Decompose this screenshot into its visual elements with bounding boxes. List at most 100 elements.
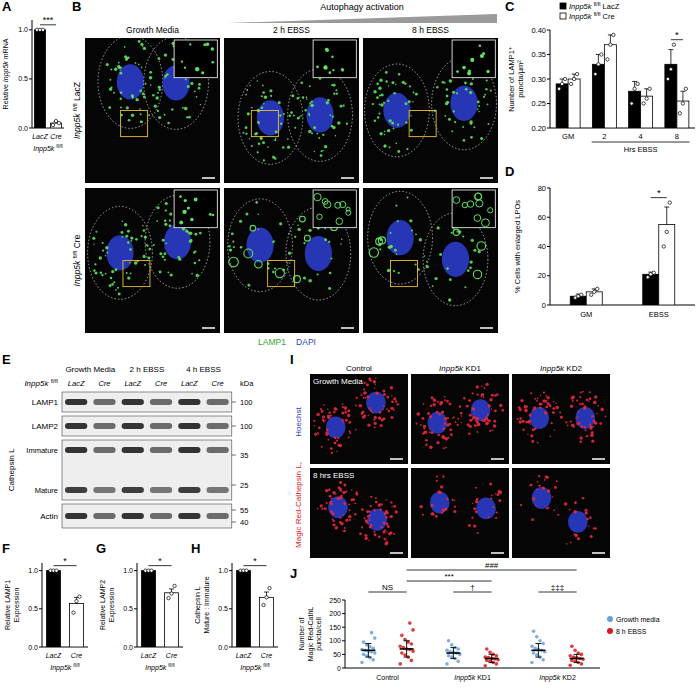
- tick: [547, 217, 550, 218]
- punctum: [93, 243, 94, 244]
- punctum: [543, 391, 545, 393]
- punctum: [442, 436, 445, 439]
- category-label: Cre: [166, 652, 177, 659]
- punctum: [126, 272, 128, 274]
- data-point: [560, 82, 563, 85]
- text-run: *: [675, 29, 679, 40]
- punctum: [443, 447, 445, 449]
- punctum: [361, 526, 363, 528]
- punctum: [233, 246, 235, 248]
- marks: [237, 569, 274, 647]
- punctum: [342, 420, 344, 422]
- punctum: [106, 63, 109, 66]
- punctum: [593, 527, 595, 529]
- data-point: [652, 271, 655, 274]
- punctum: [436, 411, 439, 414]
- panel-e: Growth Media2 h EBSS4 h EBSSInpp5k fl/fl…: [7, 365, 254, 528]
- punctum: [245, 133, 247, 135]
- text-run: fl/fl: [51, 378, 58, 384]
- punctum: [378, 112, 380, 114]
- column-title: 2 h EBSS: [130, 365, 165, 374]
- punctum: [303, 242, 305, 244]
- punctum: [193, 251, 195, 253]
- punctum: [391, 395, 393, 397]
- punctum: [140, 113, 142, 115]
- punctum: [496, 511, 498, 513]
- punctum: [198, 83, 201, 86]
- tick-label: 1.0: [18, 26, 28, 33]
- punctum: [537, 398, 539, 400]
- image-bg: [85, 38, 220, 183]
- text-run: LacZ: [601, 2, 620, 11]
- text-run: KD2: [564, 364, 582, 373]
- punctum: [150, 84, 152, 86]
- lane-label: Cre: [155, 379, 167, 388]
- punctum: [393, 409, 395, 411]
- punctum: [444, 422, 447, 425]
- punctum: [275, 137, 276, 138]
- punctum: [451, 232, 453, 234]
- annotation: *: [657, 187, 661, 198]
- punctum: [488, 404, 490, 406]
- punctum: [410, 129, 413, 132]
- text-run: mRNA: [2, 38, 9, 61]
- text-run: 0.0: [28, 644, 38, 651]
- punctum: [484, 94, 486, 96]
- nucleus: [442, 242, 469, 277]
- blot-frame: [62, 392, 232, 412]
- punctum: [300, 115, 302, 117]
- punctum: [553, 509, 555, 511]
- data-point: [245, 569, 248, 572]
- punctum: [470, 122, 473, 125]
- punctum: [405, 121, 407, 123]
- data-point: [360, 661, 364, 665]
- punctum: [540, 403, 543, 406]
- nucleus: [106, 235, 133, 270]
- punctum: [589, 391, 591, 393]
- lane-label: LacZ: [68, 379, 85, 388]
- punctum: [308, 279, 312, 283]
- y-axis: [42, 563, 43, 647]
- image-content: [520, 475, 605, 553]
- punctum: [379, 504, 380, 505]
- punctum: [370, 505, 372, 507]
- punctum: [564, 502, 568, 506]
- image-content: [98, 38, 217, 178]
- punctum: [424, 255, 426, 257]
- text-run: LAMP1: [32, 398, 59, 407]
- image-bg: [411, 468, 509, 558]
- punctum: [531, 518, 534, 521]
- sd-cap: [365, 643, 371, 644]
- punctum: [560, 416, 563, 419]
- punctum: [190, 82, 193, 85]
- punctum: [520, 399, 523, 402]
- punctum: [258, 142, 261, 145]
- punctum: [444, 396, 446, 398]
- punctum: [135, 62, 137, 64]
- micrograph: [363, 188, 498, 333]
- punctum: [429, 431, 431, 433]
- punctum: [343, 502, 345, 504]
- punctum: [262, 91, 265, 94]
- punctum: [441, 411, 444, 414]
- punctum: [390, 416, 393, 419]
- punctum: [302, 96, 304, 98]
- punctum: [134, 261, 138, 265]
- punctum: [323, 404, 325, 406]
- punctum: [539, 485, 541, 487]
- punctum: [369, 525, 372, 528]
- kda-tick: [232, 522, 236, 523]
- punctum: [190, 239, 193, 242]
- punctum: [240, 246, 243, 249]
- punctum: [379, 411, 382, 414]
- punctum: [601, 410, 602, 411]
- punctum: [466, 405, 469, 408]
- data-point: [684, 87, 687, 90]
- punctum: [489, 398, 493, 402]
- punctum: [437, 434, 440, 437]
- text-run: Relative LAMP2: [99, 580, 106, 630]
- punctum: [120, 69, 121, 70]
- band: [178, 423, 200, 429]
- punctum: [366, 395, 369, 398]
- punctum: [164, 223, 167, 226]
